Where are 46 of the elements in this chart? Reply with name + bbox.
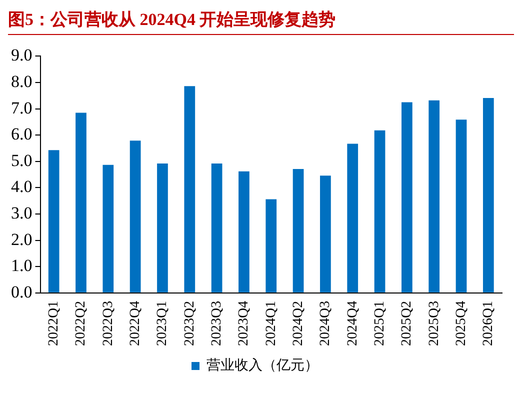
bar [48, 150, 60, 292]
bar [347, 144, 358, 292]
bar [76, 112, 86, 292]
chart-title: 图5：公司营收从 2024Q4 开始呈现修复趋势 [8, 8, 514, 35]
y-tick-label: 6.0 [11, 124, 32, 144]
y-tick-label: 7.0 [11, 98, 32, 118]
bar [402, 102, 412, 292]
bar [482, 98, 494, 292]
x-tick-label: 2024Q1 [264, 300, 279, 346]
x-tick-label: 2023Q3 [209, 300, 224, 346]
y-tick-label: 1.0 [11, 256, 32, 276]
bar [130, 140, 141, 292]
x-tick-label: 2023Q1 [155, 300, 170, 346]
x-tick-label: 2023Q2 [182, 300, 198, 346]
bar [320, 176, 331, 292]
x-tick-label: 2026Q1 [481, 300, 496, 346]
x-tick-label: 2022Q3 [100, 300, 116, 346]
bar [292, 169, 304, 292]
bar [456, 120, 467, 292]
x-tick-label: 2024Q2 [290, 300, 306, 346]
bar [266, 199, 277, 292]
x-tick-label: 2025Q3 [426, 300, 442, 346]
x-tick-label: 2022Q1 [46, 300, 62, 346]
x-tick-label: 2023Q4 [236, 300, 252, 346]
bar [374, 130, 386, 292]
bar [238, 171, 250, 292]
x-tick-label: 2025Q1 [372, 300, 388, 346]
bar [157, 164, 168, 292]
x-tick-label: 2024Q3 [318, 300, 334, 346]
y-tick-label: 4.0 [11, 177, 32, 196]
y-tick-label: 0.0 [11, 282, 32, 302]
legend-label: 营业收入（亿元） [206, 358, 318, 374]
x-tick-label: 2025Q4 [454, 300, 469, 346]
bar [102, 164, 114, 292]
x-tick-label: 2025Q2 [400, 300, 415, 346]
y-tick-label: 2.0 [11, 230, 32, 249]
y-tick-label: 5.0 [11, 150, 32, 170]
x-tick-label: 2024Q4 [345, 300, 360, 346]
bar [184, 86, 196, 292]
y-tick-label: 9.0 [11, 46, 32, 65]
bar [211, 164, 222, 292]
bar [428, 100, 440, 292]
y-tick-label: 3.0 [11, 203, 32, 222]
x-tick-label: 2022Q2 [74, 300, 89, 346]
x-tick-label: 2022Q4 [128, 300, 143, 346]
y-tick-label: 8.0 [11, 72, 32, 91]
